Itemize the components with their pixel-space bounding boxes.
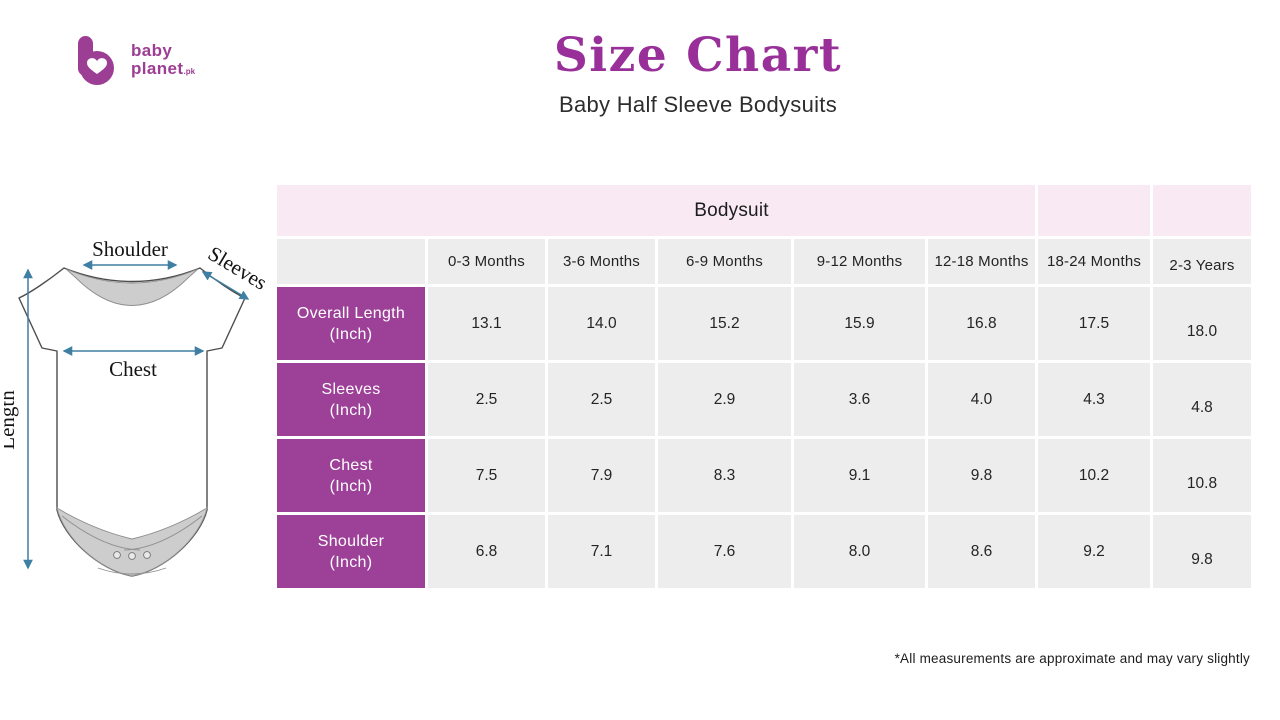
snap-button	[128, 552, 136, 560]
table-row-shoulder: Shoulder (Inch) 6.8 7.1 7.6 8.0 8.6 9.2 9…	[277, 515, 1251, 588]
cell-value: 4.0	[928, 363, 1035, 436]
snap-button	[113, 551, 121, 559]
cell-value: 9.2	[1038, 515, 1150, 588]
col-header-9-12-months: 9-12 Months	[794, 239, 925, 284]
cell-value: 2.9	[658, 363, 791, 436]
cell-value: 7.6	[658, 515, 791, 588]
row-header-chest: Chest (Inch)	[277, 439, 425, 512]
cell-value: 7.9	[548, 439, 655, 512]
neckline-band	[65, 268, 199, 306]
heart-icon	[87, 58, 107, 74]
size-table-container: Bodysuit 0-3 Months 3-6 Months 6-9 Month…	[274, 182, 1254, 591]
snap-button	[143, 551, 151, 559]
brand-line1: baby	[131, 40, 173, 60]
length-label: Length	[4, 390, 19, 450]
bodysuit-measurement-diagram: Shoulder Sleeves Chest Length	[4, 237, 271, 577]
corner-cell	[277, 239, 425, 284]
cell-value: 2.5	[548, 363, 655, 436]
cell-value: 9.1	[794, 439, 925, 512]
measurements-disclaimer: *All measurements are approximate and ma…	[894, 651, 1250, 666]
row-header-shoulder: Shoulder (Inch)	[277, 515, 425, 588]
shoulder-label: Shoulder	[92, 237, 168, 261]
brand-line2: planet.pk	[131, 58, 196, 78]
cell-value: 14.0	[548, 287, 655, 360]
col-header-0-3-months: 0-3 Months	[428, 239, 545, 284]
cell-value: 3.6	[794, 363, 925, 436]
cell-value: 15.2	[658, 287, 791, 360]
band-cell	[1038, 185, 1150, 236]
crotch-flap	[56, 507, 208, 577]
cell-value: 10.8	[1153, 439, 1251, 512]
table-row-sleeves: Sleeves (Inch) 2.5 2.5 2.9 3.6 4.0 4.3 4.…	[277, 363, 1251, 436]
cell-value: 10.2	[1038, 439, 1150, 512]
page-subtitle: Baby Half Sleeve Bodysuits	[558, 92, 838, 117]
col-header-2-3-years: 2-3 Years	[1153, 239, 1251, 284]
table-row-overall-length: Overall Length (Inch) 13.1 14.0 15.2 15.9…	[277, 287, 1251, 360]
chest-label: Chest	[109, 357, 157, 381]
measurement-arrows	[23, 260, 250, 570]
page-header: Size Chart Baby Half Sleeve Bodysuits	[398, 28, 998, 118]
brand-logo: baby planet.pk	[73, 34, 195, 88]
cell-value: 2.5	[428, 363, 545, 436]
cell-value: 17.5	[1038, 287, 1150, 360]
col-header-3-6-months: 3-6 Months	[548, 239, 655, 284]
cell-value: 4.3	[1038, 363, 1150, 436]
cell-value: 16.8	[928, 287, 1035, 360]
page-title: Size Chart	[553, 28, 843, 83]
cell-value: 9.8	[1153, 515, 1251, 588]
band-row: Bodysuit	[277, 185, 1251, 236]
cell-value: 4.8	[1153, 363, 1251, 436]
row-header-overall-length: Overall Length (Inch)	[277, 287, 425, 360]
row-header-sleeves: Sleeves (Inch)	[277, 363, 425, 436]
cell-value: 7.5	[428, 439, 545, 512]
cell-value: 18.0	[1153, 287, 1251, 360]
col-header-12-18-months: 12-18 Months	[928, 239, 1035, 284]
cell-value: 8.3	[658, 439, 791, 512]
col-header-6-9-months: 6-9 Months	[658, 239, 791, 284]
brand-name: baby planet.pk	[131, 40, 196, 81]
sleeves-arrow	[201, 271, 250, 300]
band-cell	[1153, 185, 1251, 236]
baby-planet-logo-icon	[78, 36, 114, 85]
col-header-18-24-months: 18-24 Months	[1038, 239, 1150, 284]
cell-value: 15.9	[794, 287, 925, 360]
brand-suffix: .pk	[183, 66, 196, 76]
table-row-chest: Chest (Inch) 7.5 7.9 8.3 9.1 9.8 10.2 10.…	[277, 439, 1251, 512]
cell-value: 6.8	[428, 515, 545, 588]
cell-value: 9.8	[928, 439, 1035, 512]
cell-value: 8.6	[928, 515, 1035, 588]
cell-value: 8.0	[794, 515, 925, 588]
cell-value: 7.1	[548, 515, 655, 588]
band-title-cell: Bodysuit	[277, 185, 1035, 236]
size-table: Bodysuit 0-3 Months 3-6 Months 6-9 Month…	[274, 182, 1254, 591]
bodysuit-outline	[18, 267, 246, 577]
cell-value: 13.1	[428, 287, 545, 360]
column-header-row: 0-3 Months 3-6 Months 6-9 Months 9-12 Mo…	[277, 239, 1251, 284]
